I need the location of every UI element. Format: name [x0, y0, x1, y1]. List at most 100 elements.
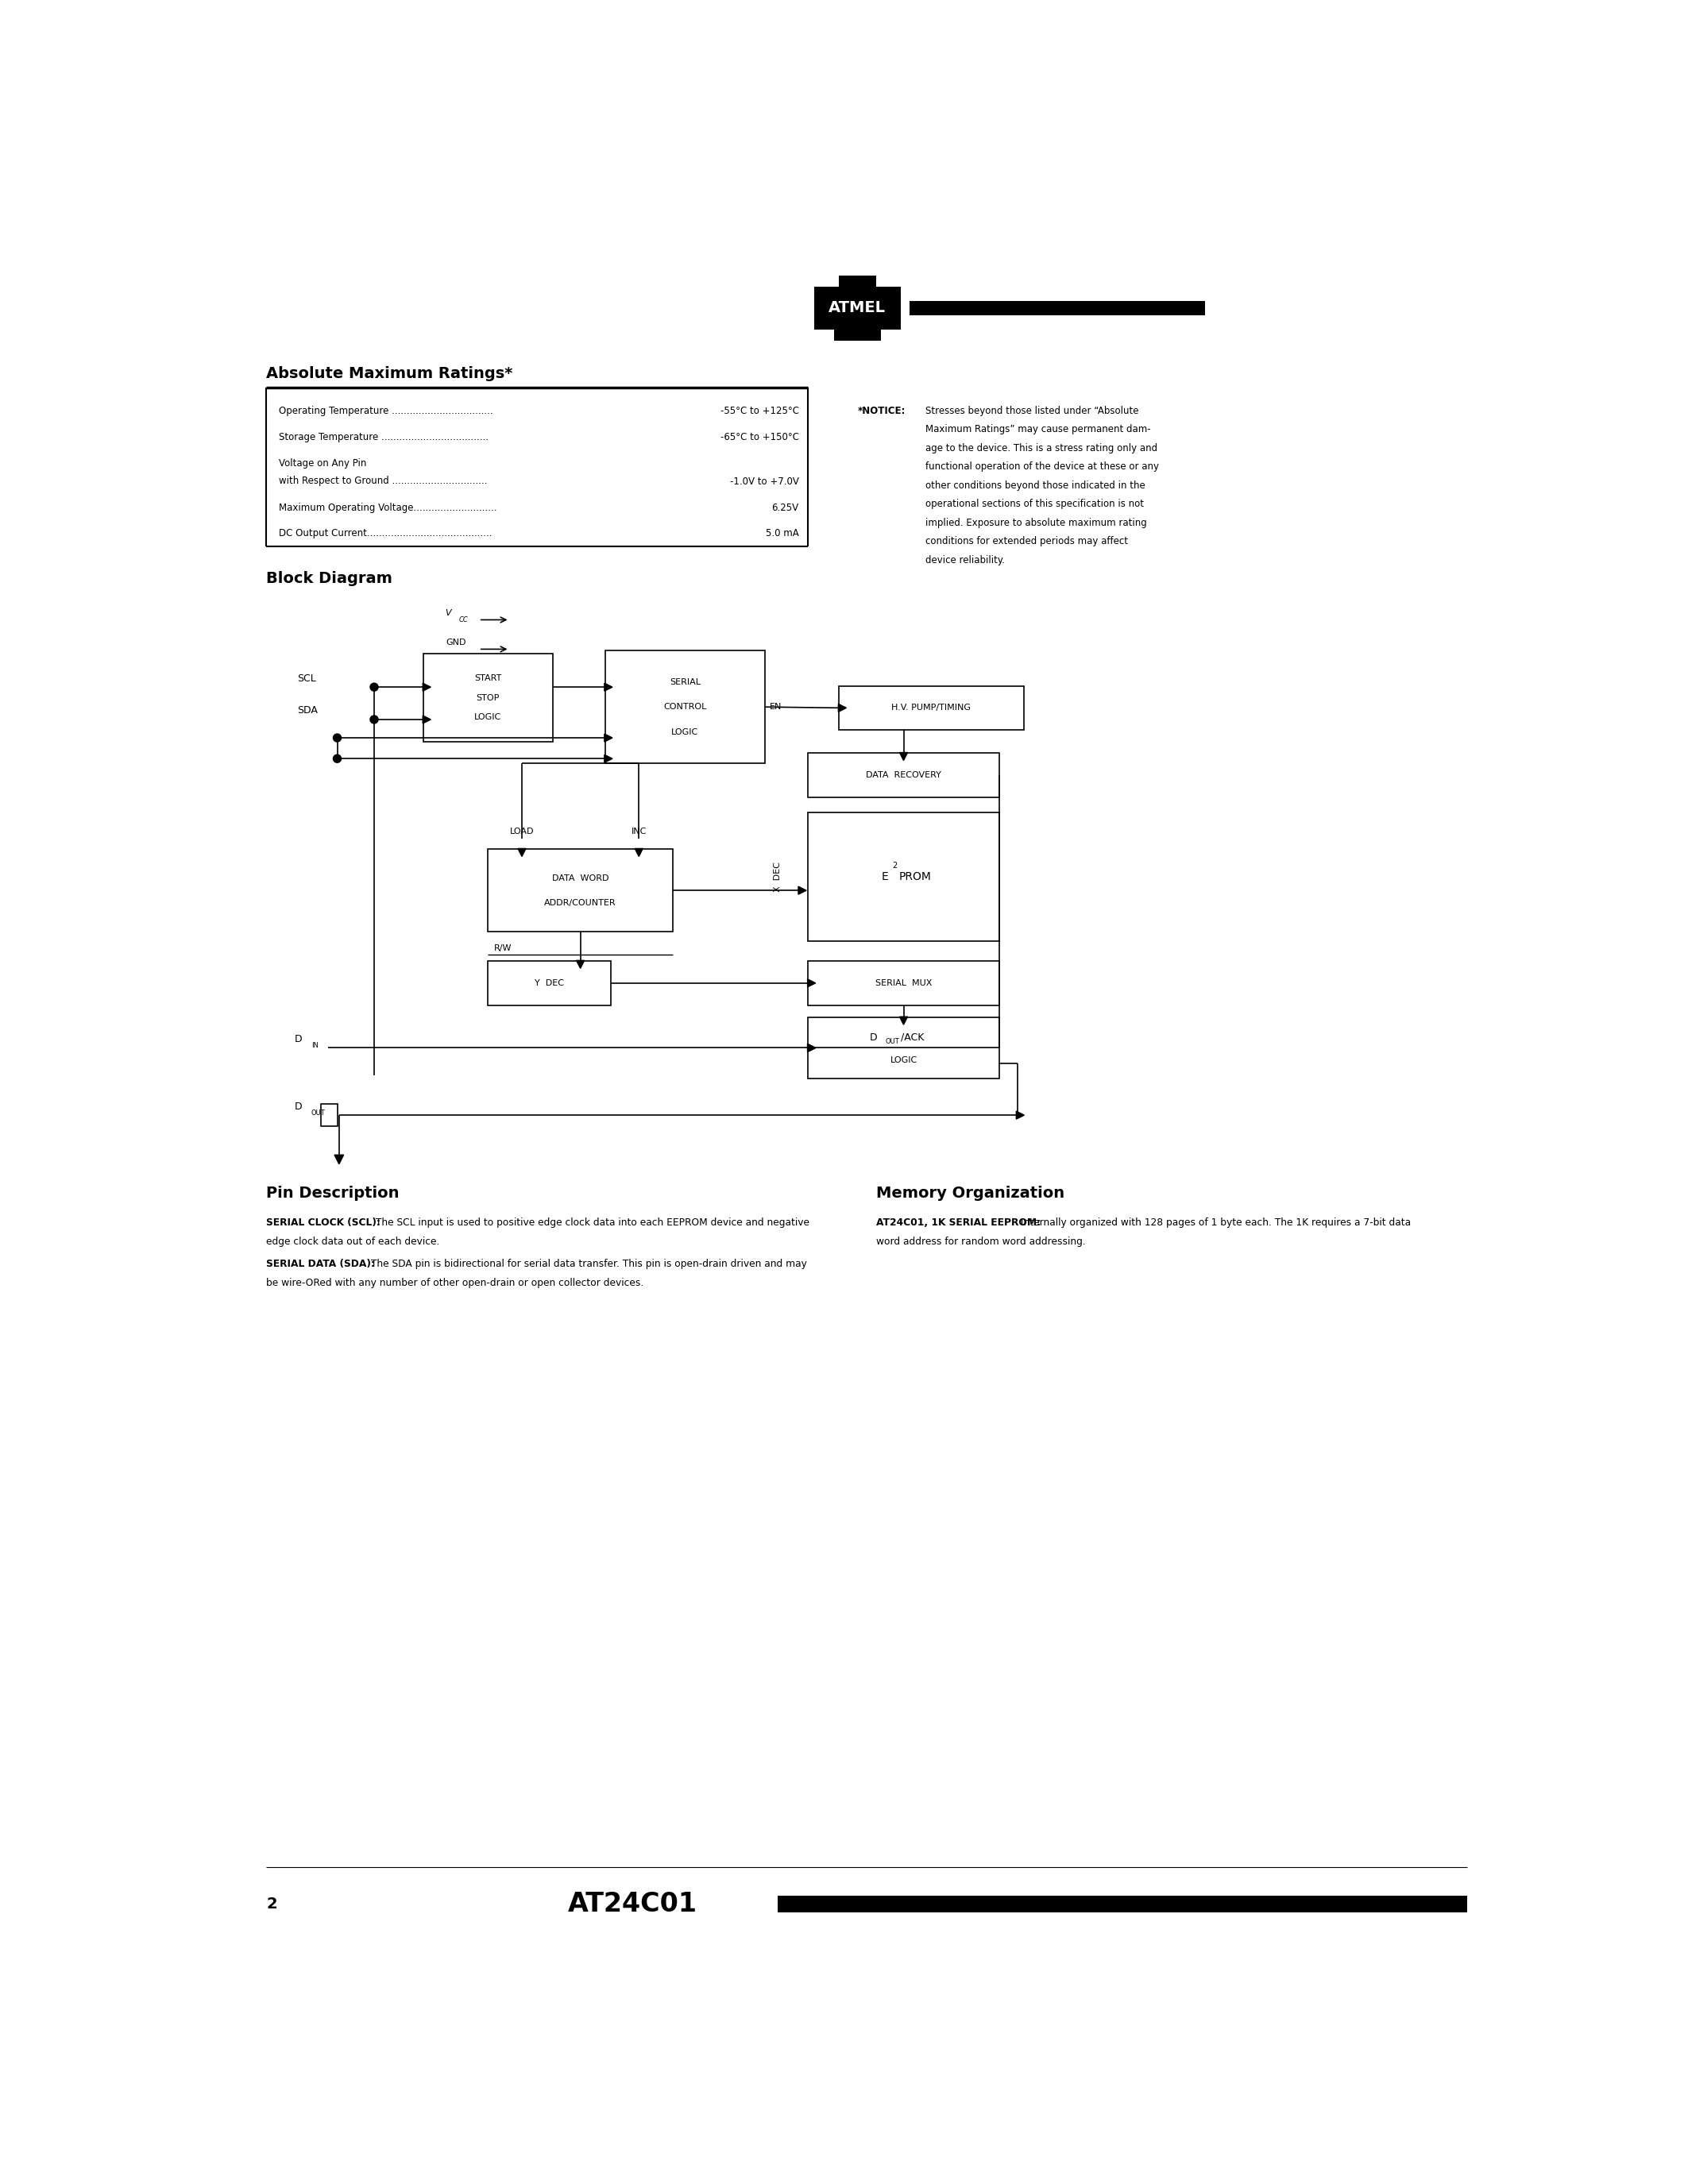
Text: 6.25V: 6.25V: [771, 502, 798, 513]
Bar: [809, 753, 999, 797]
Circle shape: [333, 734, 341, 743]
Text: word address for random word addressing.: word address for random word addressing.: [876, 1236, 1085, 1247]
Text: LOAD: LOAD: [510, 828, 533, 836]
Text: IN: IN: [311, 1042, 319, 1048]
Text: E: E: [881, 871, 888, 882]
Polygon shape: [1016, 1112, 1025, 1118]
Text: Internally organized with 128 pages of 1 byte each. The 1K requires a 7-bit data: Internally organized with 128 pages of 1…: [1018, 1216, 1411, 1227]
Polygon shape: [635, 850, 643, 856]
Circle shape: [370, 684, 378, 690]
Text: implied. Exposure to absolute maximum rating: implied. Exposure to absolute maximum ra…: [925, 518, 1146, 529]
Polygon shape: [604, 734, 613, 743]
Polygon shape: [334, 1155, 344, 1164]
Text: age to the device. This is a stress rating only and: age to the device. This is a stress rati…: [925, 443, 1158, 454]
Bar: [809, 812, 999, 941]
Text: START: START: [474, 675, 501, 681]
Polygon shape: [422, 716, 430, 723]
Text: D: D: [869, 1033, 878, 1042]
Text: Maximum Ratings” may cause permanent dam-: Maximum Ratings” may cause permanent dam…: [925, 424, 1151, 435]
Text: Maximum Operating Voltage............................: Maximum Operating Voltage...............…: [279, 502, 496, 513]
Bar: [424, 653, 552, 743]
Bar: [910, 301, 1205, 314]
Polygon shape: [518, 850, 527, 856]
Text: -65°C to +150°C: -65°C to +150°C: [721, 432, 798, 443]
Text: Memory Organization: Memory Organization: [876, 1186, 1063, 1201]
Text: The SDA pin is bidirectional for serial data transfer. This pin is open-drain dr: The SDA pin is bidirectional for serial …: [368, 1258, 807, 1269]
Text: D: D: [294, 1033, 302, 1044]
Text: SERIAL: SERIAL: [670, 677, 701, 686]
Polygon shape: [576, 961, 584, 968]
Text: 2: 2: [267, 1896, 277, 1911]
Bar: [488, 850, 674, 933]
Text: Absolute Maximum Ratings*: Absolute Maximum Ratings*: [267, 367, 513, 382]
Polygon shape: [807, 978, 815, 987]
Text: SERIAL DATA (SDA):: SERIAL DATA (SDA):: [267, 1258, 375, 1269]
Polygon shape: [422, 684, 430, 690]
Bar: [834, 330, 881, 341]
Bar: [814, 286, 900, 330]
Text: V: V: [446, 609, 451, 616]
Text: DATA  WORD: DATA WORD: [552, 874, 609, 882]
Text: Storage Temperature ....................................: Storage Temperature ....................…: [279, 432, 488, 443]
Text: The SCL input is used to positive edge clock data into each EEPROM device and ne: The SCL input is used to positive edge c…: [373, 1216, 809, 1227]
Text: DATA  RECOVERY: DATA RECOVERY: [866, 771, 942, 780]
Text: LOGIC: LOGIC: [672, 727, 699, 736]
Text: -1.0V to +7.0V: -1.0V to +7.0V: [729, 476, 798, 487]
Text: LOGIC: LOGIC: [890, 1057, 917, 1064]
Bar: [809, 961, 999, 1005]
Polygon shape: [839, 703, 846, 712]
Text: AT24C01: AT24C01: [569, 1891, 697, 1918]
Text: OUT: OUT: [885, 1037, 900, 1046]
Polygon shape: [604, 684, 613, 690]
Bar: [839, 275, 876, 286]
Text: /ACK: /ACK: [900, 1033, 923, 1042]
Text: Voltage on Any Pin: Voltage on Any Pin: [279, 459, 366, 470]
Text: CONTROL: CONTROL: [663, 703, 707, 712]
Text: AT24C01, 1K SERIAL EEPROM:: AT24C01, 1K SERIAL EEPROM:: [876, 1216, 1040, 1227]
Text: be wire-ORed with any number of other open-drain or open collector devices.: be wire-ORed with any number of other op…: [267, 1278, 643, 1289]
Text: INC: INC: [631, 828, 647, 836]
Text: Y  DEC: Y DEC: [535, 978, 564, 987]
Text: operational sections of this specification is not: operational sections of this specificati…: [925, 500, 1143, 509]
Text: X  DEC: X DEC: [773, 863, 782, 891]
Bar: [604, 651, 765, 764]
Text: STOP: STOP: [476, 695, 500, 701]
Text: Operating Temperature ..................................: Operating Temperature ..................…: [279, 406, 493, 417]
Text: LOGIC: LOGIC: [474, 714, 501, 721]
Bar: [488, 961, 611, 1005]
Text: ATMEL: ATMEL: [829, 301, 886, 314]
Text: 5.0 mA: 5.0 mA: [766, 529, 798, 539]
Text: SCL: SCL: [297, 673, 316, 684]
Text: R/W: R/W: [495, 943, 511, 952]
Text: Pin Description: Pin Description: [267, 1186, 400, 1201]
Text: CC: CC: [459, 616, 468, 622]
Text: functional operation of the device at these or any: functional operation of the device at th…: [925, 461, 1158, 472]
Polygon shape: [798, 887, 807, 895]
Bar: [778, 1896, 1467, 1913]
Text: PROM: PROM: [898, 871, 932, 882]
Text: 2: 2: [893, 863, 898, 869]
Text: other conditions beyond those indicated in the: other conditions beyond those indicated …: [925, 480, 1144, 491]
Polygon shape: [900, 753, 908, 760]
Polygon shape: [604, 756, 613, 762]
Text: GND: GND: [446, 638, 466, 646]
Text: conditions for extended periods may affect: conditions for extended periods may affe…: [925, 537, 1128, 546]
Text: Block Diagram: Block Diagram: [267, 570, 393, 585]
Text: SERIAL CLOCK (SCL):: SERIAL CLOCK (SCL):: [267, 1216, 381, 1227]
Bar: [321, 1105, 338, 1127]
Circle shape: [370, 716, 378, 723]
Text: SDA: SDA: [297, 705, 317, 716]
Polygon shape: [807, 1044, 815, 1053]
Text: SERIAL  MUX: SERIAL MUX: [874, 978, 932, 987]
Text: OUT: OUT: [311, 1109, 326, 1116]
Text: Stresses beyond those listed under “Absolute: Stresses beyond those listed under “Abso…: [925, 406, 1138, 417]
Text: device reliability.: device reliability.: [925, 555, 1004, 566]
Bar: [809, 1018, 999, 1079]
Bar: [839, 686, 1023, 729]
Polygon shape: [807, 1044, 815, 1053]
Text: EN: EN: [770, 703, 782, 712]
Text: with Respect to Ground ................................: with Respect to Ground .................…: [279, 476, 488, 487]
Text: D: D: [294, 1101, 302, 1112]
Circle shape: [333, 756, 341, 762]
Text: *NOTICE:: *NOTICE:: [858, 406, 905, 417]
